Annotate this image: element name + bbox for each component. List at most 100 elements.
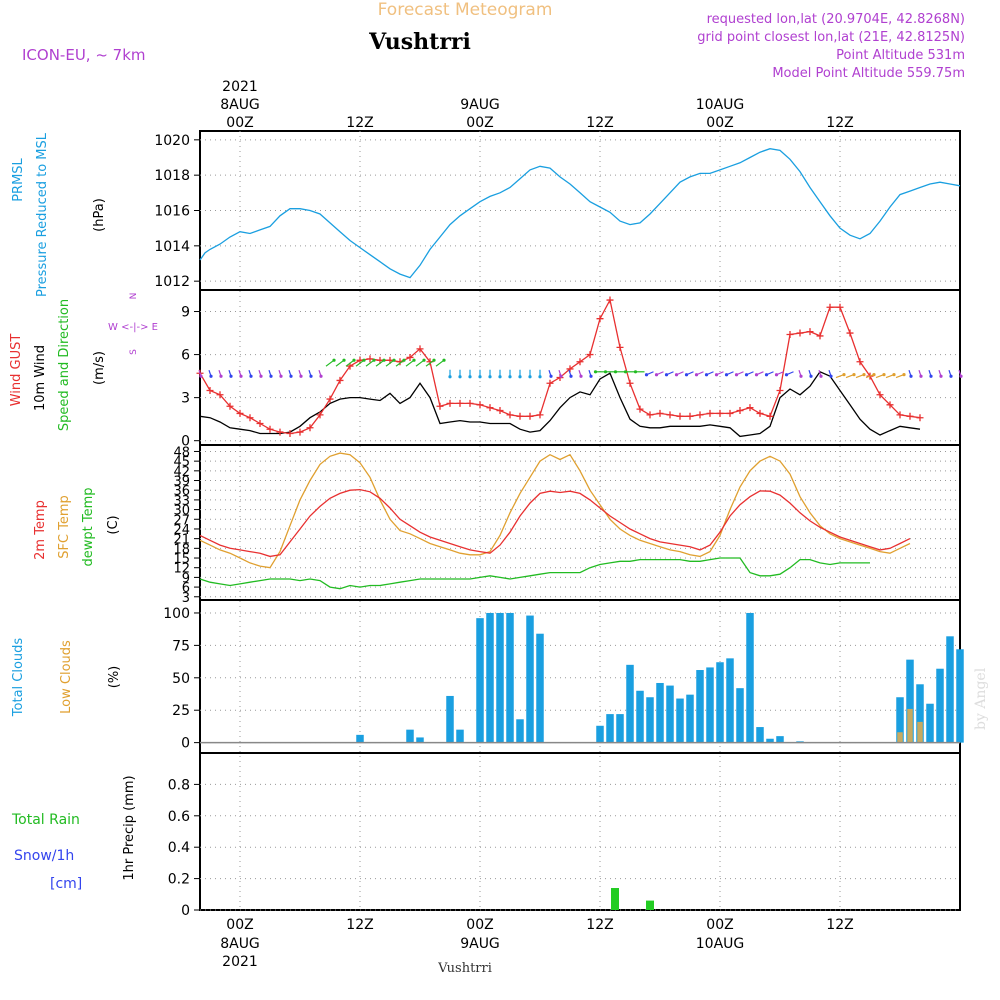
- wind-arrow: [335, 359, 345, 367]
- total-cloud-bar: [936, 668, 944, 743]
- gust-point: [836, 303, 844, 311]
- gust-point: [446, 399, 454, 407]
- pressure-label-unit: (hPa): [92, 198, 107, 232]
- location-title: Vushtrri: [368, 29, 471, 55]
- bottom-time-label: 00Z: [466, 917, 493, 933]
- gust-point: [756, 409, 764, 417]
- wind-arrow-head: [949, 374, 953, 378]
- total-cloud-bar: [626, 664, 634, 743]
- temp-label-sfc: SFC Temp: [57, 495, 72, 559]
- temperature-tick-label: 12: [173, 562, 190, 577]
- grid-lines: [194, 131, 960, 911]
- wind-arrow-head: [902, 373, 906, 377]
- gust-point: [616, 343, 624, 351]
- total-cloud-bar: [666, 685, 674, 743]
- wind-arrow-head: [939, 374, 943, 378]
- gust-point: [846, 329, 854, 337]
- gust-point: [296, 428, 304, 436]
- wind-arrow-head: [442, 358, 446, 362]
- wind-arrow-head: [199, 374, 203, 378]
- wind-arrow-head: [342, 358, 346, 362]
- rain-bar: [646, 900, 654, 910]
- precip-tick-label: 0.2: [168, 872, 190, 888]
- wind-arrow-head: [569, 374, 573, 378]
- top-date-label: 9AUG: [460, 97, 500, 113]
- wind-tick-label: 0: [181, 434, 190, 450]
- total-cloud-bar: [536, 633, 544, 743]
- wind-arrow-head: [764, 373, 769, 377]
- gust-point: [706, 409, 714, 417]
- wind-arrow-head: [392, 358, 396, 362]
- pressure-tick-label: 1016: [154, 204, 190, 220]
- wind-arrow-head: [559, 374, 563, 378]
- wind-arrow-head: [382, 358, 386, 362]
- top-time-label: 12Z: [346, 115, 373, 131]
- pressure-labels: PRMSL Pressure Reduced to MSL (hPa): [11, 132, 107, 297]
- gust-point: [336, 376, 344, 384]
- point-altitude: Point Altitude 531m: [836, 48, 965, 63]
- wind-arrow: [345, 359, 355, 367]
- wind-arrow-head: [674, 373, 679, 377]
- wind-arrow-head: [784, 373, 789, 377]
- requested-coords: requested lon,lat (20.9704E, 42.8268N): [707, 12, 965, 27]
- total-cloud-bar: [356, 734, 364, 743]
- compass-s: S: [129, 349, 139, 355]
- wind-arrow-head: [644, 373, 649, 377]
- wind-arrow-head: [799, 374, 803, 378]
- wind-arrow: [385, 359, 395, 367]
- total-cloud-bar: [676, 698, 684, 743]
- total-cloud-bar: [406, 729, 414, 743]
- axis-labels: 00Z 00Z 8AUG 8AUG 2021 2021 12Z 12Z 00Z 00Z 9AUG 9A…: [154, 79, 853, 970]
- wind-arrow-head: [488, 375, 492, 379]
- gust-point: [696, 411, 704, 419]
- wind-arrow-head: [882, 373, 886, 377]
- gust-point: [676, 412, 684, 420]
- wind-arrow: [355, 359, 365, 367]
- wind-arrow-head: [909, 374, 913, 378]
- precip-tick-label: 0.6: [168, 809, 190, 825]
- total-cloud-bar: [486, 612, 494, 743]
- gust-point: [416, 345, 424, 353]
- wind-tick-label: 3: [181, 391, 190, 407]
- low-cloud-bar: [897, 732, 903, 743]
- gust-point: [226, 402, 234, 410]
- t2m-line: [199, 488, 911, 558]
- wind-arrow-head: [518, 375, 522, 379]
- wind-arrow-head: [279, 374, 283, 378]
- precip-label-unit: 1hr Precip (mm): [122, 775, 137, 880]
- wind-arrow-head: [929, 374, 933, 378]
- gust-point: [716, 409, 724, 417]
- panel-frame-temperature: [199, 444, 961, 601]
- gust-point: [526, 412, 534, 420]
- meteogram-title: Forecast Meteogram: [378, 0, 553, 20]
- tsfc-line: [199, 452, 911, 569]
- top-time-label: 12Z: [586, 115, 613, 131]
- wind-arrow: [425, 359, 435, 367]
- pressure-tick-label: 1012: [154, 274, 190, 290]
- compass-n: N: [129, 293, 139, 300]
- gust-point: [576, 358, 584, 366]
- temperature-tick-label: 24: [173, 523, 190, 538]
- total-cloud-bar: [926, 703, 934, 743]
- wind-arrow-head: [744, 373, 749, 377]
- wind-arrow-head: [872, 373, 876, 377]
- wind-arrow-head: [919, 374, 923, 378]
- gust-point: [626, 379, 634, 387]
- wind-arrow-head: [332, 358, 336, 362]
- wind-arrow-head: [352, 358, 356, 362]
- gust-point: [476, 401, 484, 409]
- pressure-line: [199, 148, 961, 279]
- gust-point: [686, 412, 694, 420]
- gust-point: [496, 407, 504, 415]
- wind-arrow: [435, 359, 445, 367]
- temperature-tick-label: 6: [182, 581, 190, 596]
- wind-arrow-head: [754, 373, 759, 377]
- gust-point: [826, 303, 834, 311]
- wind-tick-label: 6: [181, 348, 190, 364]
- gust-point: [216, 391, 224, 399]
- wind-arrow-head: [603, 370, 608, 374]
- wind-arrow-head: [468, 375, 472, 379]
- gust-point: [436, 402, 444, 410]
- wind-arrow: [415, 359, 425, 367]
- wind-arrow-head: [694, 373, 699, 377]
